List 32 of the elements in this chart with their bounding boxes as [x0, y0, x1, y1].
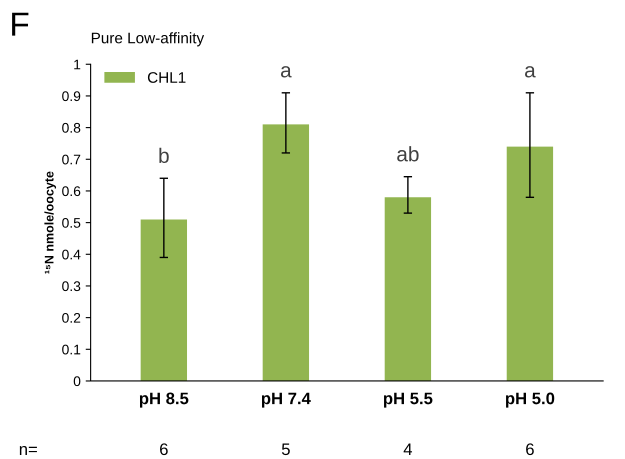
annotation: a — [280, 66, 292, 78]
bar — [506, 146, 554, 381]
x-tick-label: pH 8.5 — [140, 392, 188, 408]
x-tick-label: pH 5.5 — [384, 392, 432, 408]
x-tick-label: pH 5.0 — [506, 392, 554, 408]
y-tick-label: 0.6 — [62, 186, 80, 196]
y-tick-label: 0.1 — [62, 344, 80, 354]
bar — [140, 219, 188, 381]
text: n= — [20, 446, 37, 455]
y-tick-label: 0.5 — [62, 218, 80, 228]
annotation: a — [525, 66, 536, 78]
y-tick-label: 0.4 — [62, 250, 80, 260]
text: 5 — [282, 443, 290, 456]
y-axis-title: ¹⁵N nmole/oocyte — [44, 171, 56, 274]
legend-label: CHL1 — [148, 72, 186, 83]
chart-title: Pure Low-affinity — [92, 32, 204, 46]
annotation: b — [159, 148, 169, 164]
y-tick-label: 0.3 — [62, 281, 80, 292]
y-tick-label: 0 — [74, 376, 80, 386]
y-tick-label: 0.7 — [62, 154, 80, 164]
text: 6 — [526, 443, 534, 456]
text: 6 — [160, 443, 168, 456]
y-tick-label: 1 — [74, 60, 80, 70]
y-tick-label: 0.8 — [62, 122, 80, 133]
x-tick-label: pH 7.4 — [262, 392, 311, 408]
bar — [384, 197, 432, 381]
bar — [262, 124, 310, 381]
annotation: ab — [397, 146, 419, 162]
text: 4 — [404, 443, 412, 455]
y-tick-label: 0.2 — [62, 312, 80, 323]
text: F — [12, 12, 28, 36]
y-tick-label: 0.9 — [62, 91, 80, 102]
